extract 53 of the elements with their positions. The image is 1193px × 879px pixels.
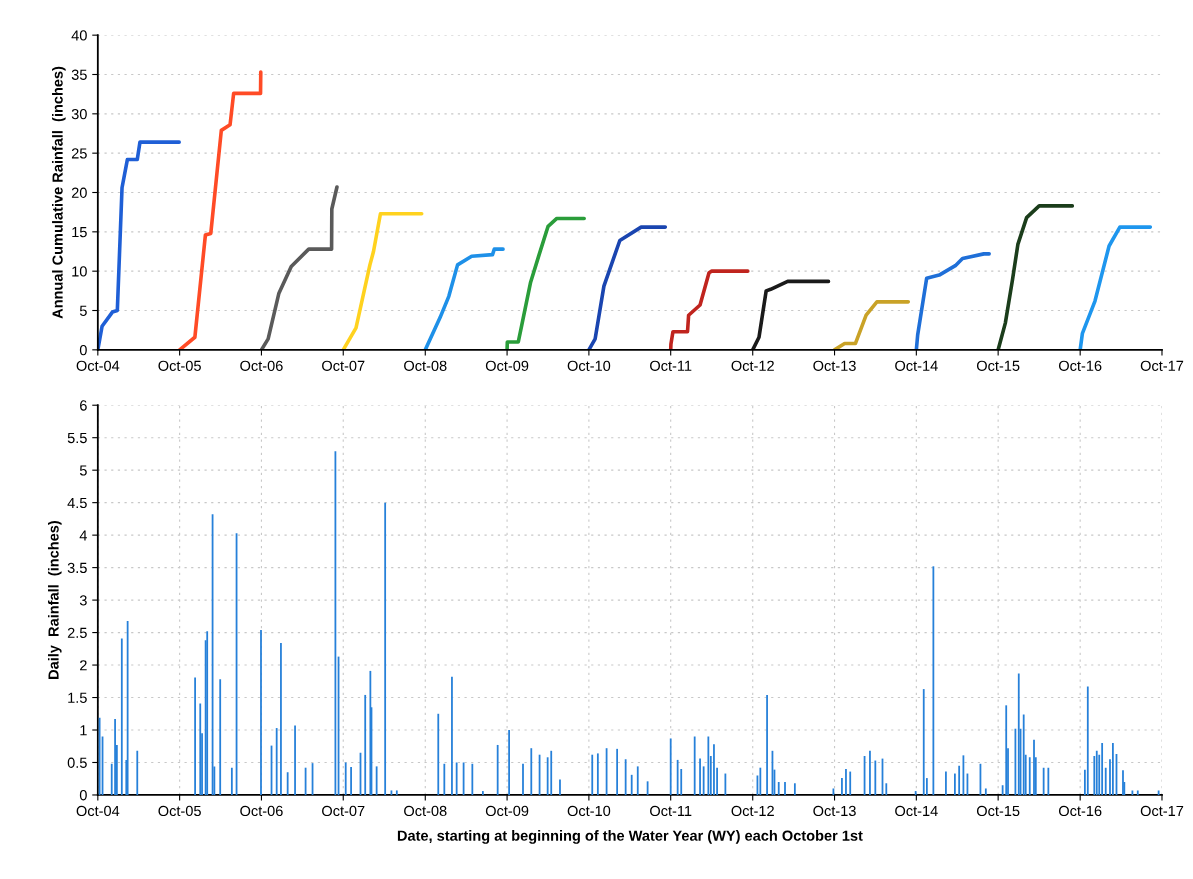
y-tick-label: 1 — [80, 725, 87, 736]
y-tick-label: 2.5 — [67, 627, 87, 638]
x-tick-label: Oct-13 — [813, 805, 856, 817]
y-axis-title: Daily Rainfall (inches) — [47, 520, 62, 679]
x-tick-label: Oct-05 — [158, 360, 201, 371]
y-tick-label: 40 — [71, 30, 87, 41]
x-tick-label: Oct-05 — [158, 805, 201, 817]
x-tick-label: Oct-06 — [240, 805, 283, 817]
x-tick-label: Oct-04 — [76, 805, 120, 817]
y-tick-label: 3.5 — [67, 562, 87, 574]
x-tick-label: Oct-09 — [485, 805, 529, 817]
x-tick-label: Oct-08 — [404, 805, 447, 817]
y-axis-title: Annual Cumulative Rainfall (inches) — [52, 66, 66, 319]
y-tick-label: 0 — [79, 790, 87, 801]
x-tick-label: Oct-16 — [1058, 360, 1102, 371]
y-tick-label: 1.5 — [68, 692, 87, 703]
y-tick-label: 20 — [71, 187, 87, 198]
x-tick-label: Oct-07 — [322, 805, 365, 817]
x-tick-label: Oct-04 — [76, 360, 120, 371]
y-tick-label: 4 — [79, 530, 87, 541]
x-tick-label: Oct-11 — [650, 360, 692, 371]
y-tick-label: 25 — [71, 148, 87, 159]
x-tick-label: Oct-14 — [895, 360, 938, 371]
x-tick-label: Oct-16 — [1058, 805, 1102, 817]
x-tick-label: Oct-17 — [1140, 805, 1184, 817]
x-tick-label: Oct-14 — [895, 805, 938, 817]
x-tick-label: Oct-10 — [567, 360, 611, 371]
y-tick-label: 4.5 — [67, 497, 87, 509]
x-axis-title: Date, starting at beginning of the Water Year (WY) each October 1st — [397, 830, 863, 844]
y-tick-label: 5.5 — [67, 432, 87, 444]
x-tick-label: Oct-11 — [650, 805, 692, 817]
x-tick-label: Oct-12 — [731, 805, 774, 817]
y-tick-label: 35 — [71, 69, 87, 80]
y-tick-label: 3 — [79, 595, 87, 606]
y-tick-label: 10 — [72, 266, 87, 277]
y-tick-label: 0 — [79, 344, 87, 356]
x-tick-label: Oct-15 — [976, 805, 1020, 817]
y-tick-label: 15 — [72, 227, 87, 238]
x-tick-label: Oct-06 — [240, 360, 283, 371]
y-tick-label: 5 — [79, 305, 87, 316]
y-tick-label: 5 — [79, 465, 87, 476]
x-tick-label: Oct-12 — [731, 360, 774, 371]
y-tick-label: 0.5 — [67, 757, 87, 768]
x-tick-label: Oct-09 — [485, 360, 529, 371]
x-tick-label: Oct-10 — [567, 805, 611, 817]
x-tick-label: Oct-08 — [404, 360, 447, 371]
y-tick-label: 30 — [71, 108, 87, 120]
x-tick-label: Oct-17 — [1140, 360, 1184, 371]
y-tick-label: 2 — [80, 660, 87, 671]
x-tick-label: Oct-07 — [322, 360, 365, 371]
y-tick-label: 6 — [80, 400, 87, 411]
x-tick-label: Oct-15 — [976, 360, 1020, 371]
x-tick-label: Oct-13 — [813, 360, 856, 371]
